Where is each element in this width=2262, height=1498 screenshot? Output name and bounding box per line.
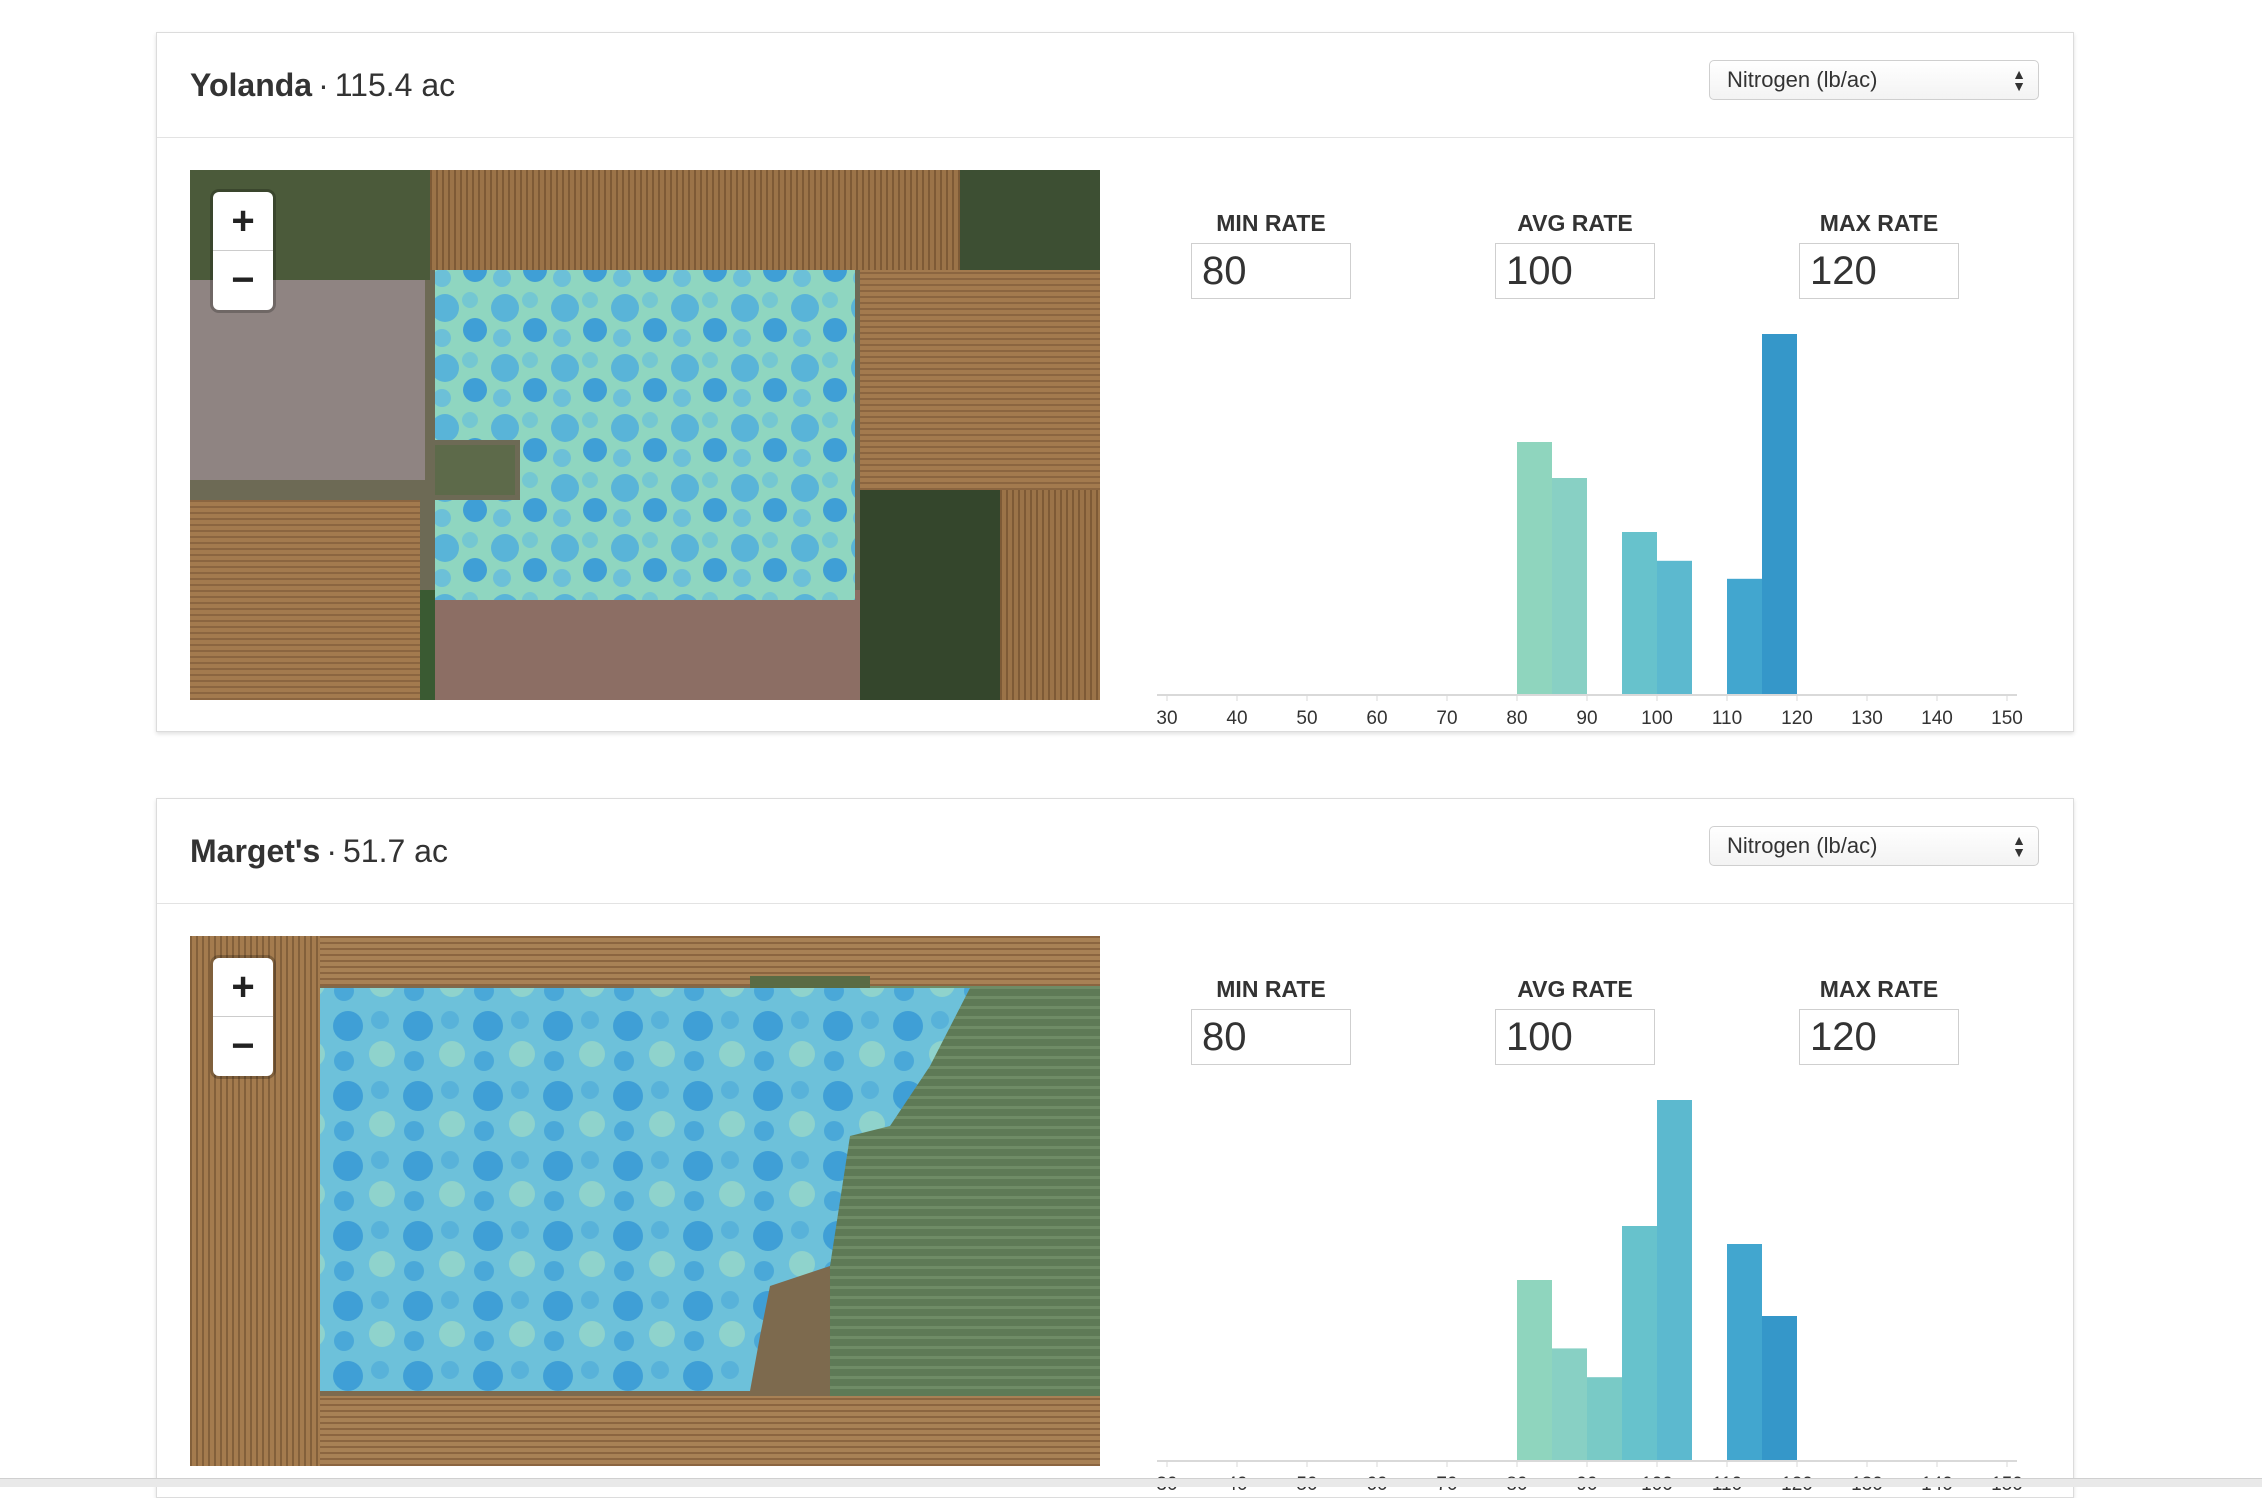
min-rate-input[interactable]: 80 bbox=[1191, 1009, 1351, 1065]
x-tick-label: 100 bbox=[1641, 708, 1673, 729]
min-rate-input[interactable]: 80 bbox=[1191, 243, 1351, 299]
histogram-bar bbox=[1587, 1377, 1622, 1460]
max-rate-label: MAX RATE bbox=[1819, 210, 1939, 236]
select-arrows-icon: ▲ ▼ bbox=[2012, 66, 2026, 94]
histogram-bar bbox=[1622, 532, 1657, 694]
x-tick-label: 110 bbox=[1712, 708, 1742, 729]
field-acreage: 51.7 ac bbox=[342, 833, 448, 869]
field-acreage: 115.4 ac bbox=[334, 67, 456, 103]
rate-histogram: MIN RATE 80 AVG RATE 100 MAX RATE 120 30… bbox=[1137, 170, 2037, 730]
histogram-bar bbox=[1517, 442, 1552, 694]
x-tick-label: 130 bbox=[1851, 708, 1883, 729]
field-card: Yolanda · 115.4 ac Nitrogen (lb/ac) ▲ ▼ bbox=[156, 32, 2074, 732]
x-tick-label: 70 bbox=[1436, 708, 1457, 729]
nutrient-select-value: Nitrogen (lb/ac) bbox=[1727, 833, 1878, 858]
histogram-bar bbox=[1727, 578, 1762, 694]
zoom-control: + − bbox=[213, 958, 273, 1076]
histogram-bar bbox=[1727, 1244, 1762, 1460]
histogram-bar bbox=[1552, 478, 1587, 694]
max-rate-input[interactable]: 120 bbox=[1799, 243, 1959, 299]
histogram-bar bbox=[1762, 334, 1797, 694]
field-title: Yolanda · 115.4 ac bbox=[190, 67, 455, 104]
x-tick-label: 60 bbox=[1366, 708, 1387, 729]
satellite-imagery bbox=[190, 936, 1100, 1466]
field-name: Marget's bbox=[190, 833, 321, 869]
x-tick-label: 90 bbox=[1576, 708, 1597, 729]
nutrient-select[interactable]: Nitrogen (lb/ac) ▲ ▼ bbox=[1709, 826, 2039, 866]
field-name: Yolanda bbox=[190, 67, 313, 103]
x-tick-label: 30 bbox=[1156, 708, 1177, 729]
zoom-out-button[interactable]: − bbox=[231, 258, 255, 302]
satellite-imagery bbox=[190, 170, 1100, 700]
avg-rate-input[interactable]: 100 bbox=[1495, 1009, 1655, 1065]
card-header: Marget's · 51.7 ac Nitrogen (lb/ac) ▲ ▼ bbox=[157, 799, 2073, 904]
max-rate-input[interactable]: 120 bbox=[1799, 1009, 1959, 1065]
max-rate-label: MAX RATE bbox=[1819, 976, 1939, 1002]
field-title: Marget's · 51.7 ac bbox=[190, 833, 448, 870]
histogram-bar bbox=[1762, 1316, 1797, 1460]
histogram-chart: 30 40 50 60 70 80 90 100 110 120 130 140 150 bbox=[1156, 334, 2023, 729]
histogram-bar bbox=[1657, 560, 1692, 694]
select-arrows-icon: ▲ ▼ bbox=[2012, 832, 2026, 860]
x-tick-label: 50 bbox=[1296, 708, 1317, 729]
min-rate-label: MIN RATE bbox=[1216, 210, 1326, 236]
min-rate-label: MIN RATE bbox=[1216, 976, 1326, 1002]
title-separator: · bbox=[318, 67, 329, 103]
avg-rate-label: AVG RATE bbox=[1517, 976, 1633, 1002]
rate-histogram: MIN RATE 80 AVG RATE 100 MAX RATE 120 30… bbox=[1137, 936, 2037, 1496]
histogram-bar bbox=[1657, 1100, 1692, 1460]
x-tick-label: 140 bbox=[1921, 708, 1953, 729]
zoom-in-button[interactable]: + bbox=[213, 192, 273, 251]
zoom-in-button[interactable]: + bbox=[213, 958, 273, 1017]
histogram-bar bbox=[1622, 1226, 1657, 1460]
x-tick-label: 120 bbox=[1781, 708, 1813, 729]
field-map[interactable]: + − bbox=[190, 936, 1100, 1466]
avg-rate-label: AVG RATE bbox=[1517, 210, 1633, 236]
x-tick-label: 80 bbox=[1506, 708, 1527, 729]
avg-rate-input[interactable]: 100 bbox=[1495, 243, 1655, 299]
zoom-out-button[interactable]: − bbox=[231, 1024, 255, 1068]
histogram-bar bbox=[1517, 1280, 1552, 1460]
horizontal-scrollbar[interactable] bbox=[0, 1478, 2262, 1487]
nutrient-select[interactable]: Nitrogen (lb/ac) ▲ ▼ bbox=[1709, 60, 2039, 100]
x-tick-label: 150 bbox=[1991, 708, 2023, 729]
title-separator: · bbox=[326, 833, 337, 869]
x-tick-label: 40 bbox=[1226, 708, 1247, 729]
card-header: Yolanda · 115.4 ac Nitrogen (lb/ac) ▲ ▼ bbox=[157, 33, 2073, 138]
field-map[interactable]: + − bbox=[190, 170, 1100, 700]
nutrient-select-value: Nitrogen (lb/ac) bbox=[1727, 67, 1878, 92]
histogram-bar bbox=[1552, 1348, 1587, 1460]
field-card: Marget's · 51.7 ac Nitrogen (lb/ac) ▲ ▼ bbox=[156, 798, 2074, 1498]
zoom-control: + − bbox=[213, 192, 273, 310]
